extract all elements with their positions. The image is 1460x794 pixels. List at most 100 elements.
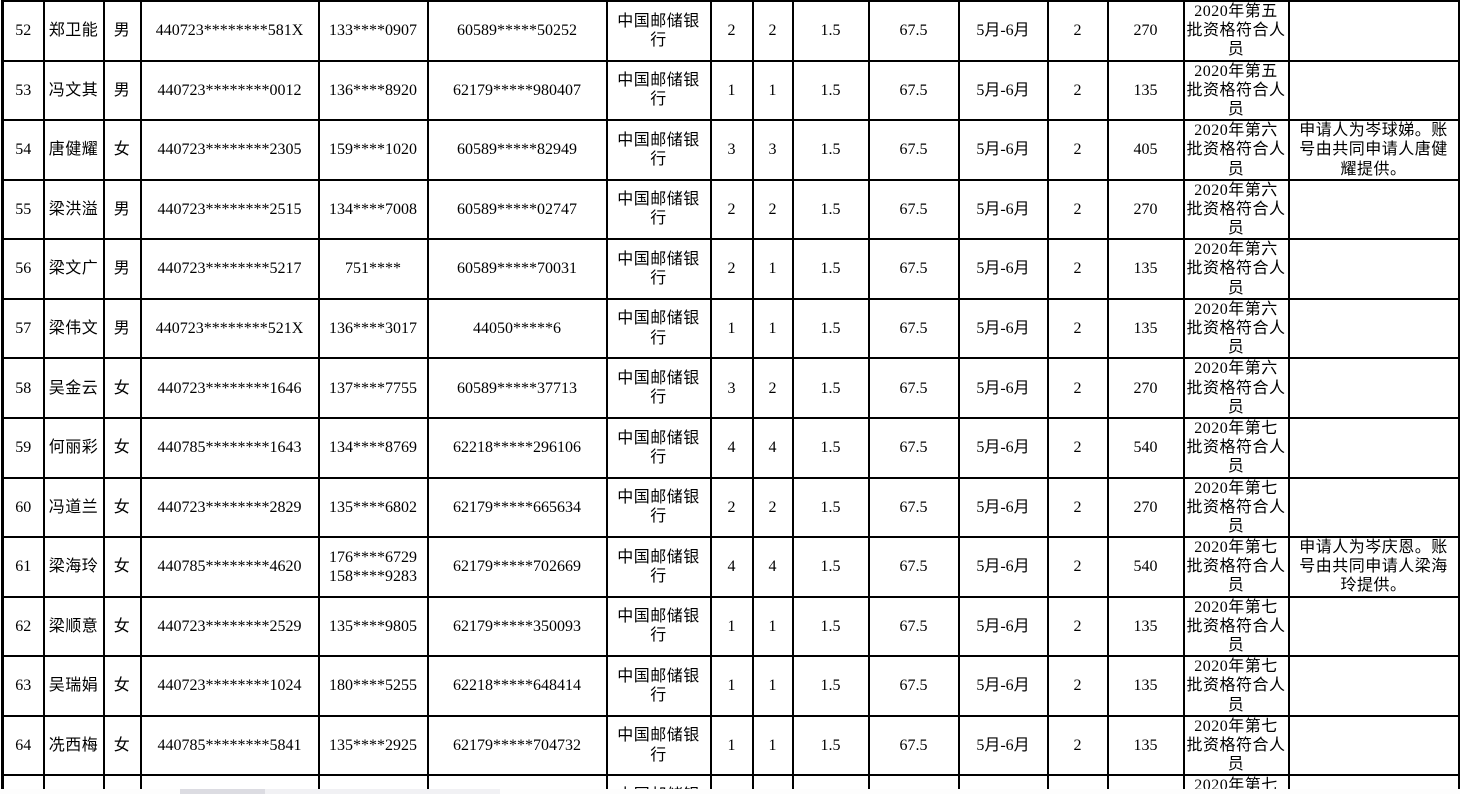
batch-cell: 2020年第七批资格符合人员 [1182, 416, 1290, 479]
bank-account-cell: 62218*****648414 [426, 655, 608, 717]
phone-cell: 176****6729 158****9283 [317, 536, 429, 598]
eligible-count-cell: 1 [751, 655, 794, 717]
eligible-count-cell: 1 [751, 59, 794, 122]
batch-cell: 2020年第七批资格符合人员 [1182, 536, 1290, 598]
eligible-count-cell: 1 [751, 714, 794, 777]
phone-cell: 136****3017 [317, 297, 429, 360]
row-number-cell: 63 [1, 655, 45, 717]
subsidy-period-cell: 5月-6月 [957, 238, 1049, 300]
id-number-cell: 440723********1024 [139, 655, 320, 717]
rate-cell: 1.5 [791, 59, 870, 122]
bank-name-cell: 中国邮储银行 [605, 238, 712, 300]
bank-name-cell: 中国邮储银行 [605, 59, 712, 122]
phone-line: 176****6729 [329, 548, 417, 566]
bank-account-cell: 60589*****37713 [426, 357, 608, 419]
bottom-edge-segment [265, 789, 500, 794]
base-amount-cell: 67.5 [867, 655, 960, 717]
table-row: 57 梁伟文男 440723********521X 136****3017 44050… [1, 297, 1460, 360]
bank-name-cell: 中国邮储银行 [605, 714, 712, 777]
month-count-cell: 2 [1046, 536, 1109, 598]
base-amount-cell: 67.5 [867, 357, 960, 419]
base-amount-cell: 67.5 [867, 0, 960, 62]
id-number-cell: 440723********5217 [139, 238, 320, 300]
remark-cell [1287, 655, 1460, 717]
gender-cell: 女 [102, 655, 142, 717]
applicant-count-cell: 1 [709, 655, 754, 717]
month-count-cell: 2 [1046, 655, 1109, 717]
rate-cell: 1.5 [791, 357, 870, 419]
total-amount-cell: 270 [1106, 0, 1185, 62]
rate-cell: 1.5 [791, 595, 870, 658]
eligible-count-cell: 2 [751, 357, 794, 419]
bank-account-cell: 62179*****350093 [426, 595, 608, 658]
subsidy-period-cell: 5月-6月 [957, 178, 1049, 241]
bank-account-cell: 60589*****82949 [426, 119, 608, 181]
phone-cell: 134****8769 [317, 416, 429, 479]
remark-cell [1287, 714, 1460, 777]
base-amount-cell: 67.5 [867, 119, 960, 181]
name-cell: 郑卫能 [42, 0, 105, 62]
bank-account-cell: 60589*****02747 [426, 178, 608, 241]
batch-cell: 2020年第七批资格符合人员 [1182, 595, 1290, 658]
month-count-cell: 2 [1046, 416, 1109, 479]
remark-cell [1287, 59, 1460, 122]
applicant-count-cell: 3 [709, 119, 754, 181]
batch-cell: 2020年第五批资格符合人员 [1182, 59, 1290, 122]
gender-cell: 男 [102, 0, 142, 62]
id-number-cell: 440723********2529 [139, 595, 320, 658]
row-number-cell: 57 [1, 297, 45, 360]
id-number-cell: 440785********4620 [139, 536, 320, 598]
batch-cell: 2020年第七批资格符合人员 [1182, 476, 1290, 539]
remark-cell: 申请人为岑庆恩。账号由共同申请人梁海玲提供。 [1287, 536, 1460, 598]
id-number-cell: 440785********1643 [139, 416, 320, 479]
gender-cell: 男 [102, 238, 142, 300]
row-number-cell: 62 [1, 595, 45, 658]
id-number-cell: 440723********521X [139, 297, 320, 360]
bank-account-cell: 60589*****70031 [426, 238, 608, 300]
month-count-cell: 2 [1046, 59, 1109, 122]
eligible-count-cell: 1 [751, 238, 794, 300]
phone-cell: 751**** [317, 238, 429, 300]
base-amount-cell: 67.5 [867, 476, 960, 539]
phone-cell: 133****0907 [317, 0, 429, 62]
name-cell: 梁海玲 [42, 536, 105, 598]
bank-name-cell: 中国邮储银行 [605, 0, 712, 62]
subsidy-period-cell: 5月-6月 [957, 297, 1049, 360]
total-amount-cell: 540 [1106, 536, 1185, 598]
id-number-cell: 440723********2305 [139, 119, 320, 181]
gender-cell: 女 [102, 357, 142, 419]
month-count-cell: 2 [1046, 357, 1109, 419]
row-number-cell: 60 [1, 476, 45, 539]
gender-cell: 女 [102, 416, 142, 479]
id-number-cell: 440723********581X [139, 0, 320, 62]
total-amount-cell: 135 [1106, 238, 1185, 300]
subsidy-period-cell: 5月-6月 [957, 714, 1049, 777]
subsidy-period-cell: 5月-6月 [957, 119, 1049, 181]
batch-cell: 2020年第五批资格符合人员 [1182, 0, 1290, 62]
phone-line: 751**** [345, 260, 401, 278]
applicant-count-cell: 2 [709, 238, 754, 300]
row-number-cell: 64 [1, 714, 45, 777]
applicant-count-cell: 2 [709, 178, 754, 241]
base-amount-cell: 67.5 [867, 178, 960, 241]
base-amount-cell: 67.5 [867, 59, 960, 122]
bank-account-cell: 62179*****665634 [426, 476, 608, 539]
total-amount-cell: 270 [1106, 178, 1185, 241]
phone-line: 135****2925 [329, 736, 417, 754]
eligible-count-cell: 2 [751, 476, 794, 539]
rate-cell: 1.5 [791, 714, 870, 777]
eligible-count-cell: 4 [751, 536, 794, 598]
rate-cell: 1.5 [791, 238, 870, 300]
eligible-count-cell: 2 [751, 178, 794, 241]
name-cell: 冯道兰 [42, 476, 105, 539]
base-amount-cell: 67.5 [867, 714, 960, 777]
row-number-cell: 58 [1, 357, 45, 419]
total-amount-cell: 135 [1106, 655, 1185, 717]
gender-cell: 女 [102, 595, 142, 658]
gender-cell: 女 [102, 119, 142, 181]
phone-cell: 135****9805 [317, 595, 429, 658]
remark-cell [1287, 595, 1460, 658]
